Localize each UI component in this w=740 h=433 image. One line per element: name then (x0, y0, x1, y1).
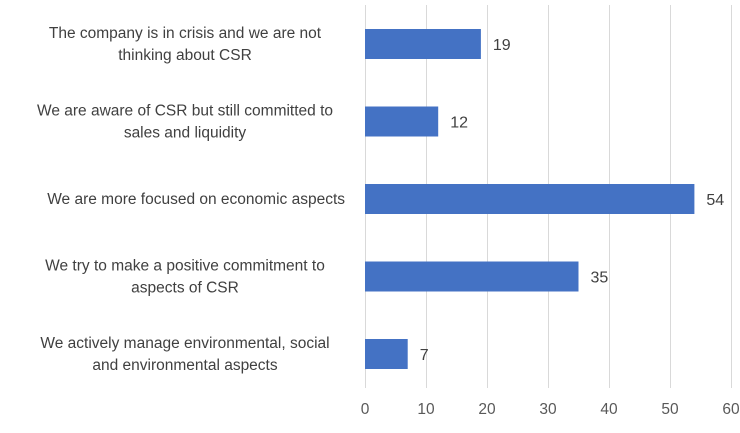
x-tick-label-20: 20 (478, 401, 496, 418)
bar-1 (365, 29, 481, 59)
category-label-2: We are aware of CSR but still committed … (37, 103, 333, 142)
data-label-4: 35 (591, 270, 609, 287)
data-label-5: 7 (420, 347, 429, 364)
category-label-2-line-2: sales and liquidity (124, 125, 247, 142)
category-label-1: The company is in crisis and we are not t… (49, 25, 322, 64)
x-tick-label-10: 10 (417, 401, 435, 418)
data-labels: 19 12 54 35 7 (420, 37, 725, 364)
x-tick-label-30: 30 (539, 401, 557, 418)
category-label-3-line-1: We are more focused on economic aspects (47, 191, 345, 208)
category-label-4-line-2: aspects of CSR (131, 280, 239, 297)
data-label-2: 12 (450, 115, 468, 132)
x-axis-tick-labels: 0 10 20 30 40 50 60 (361, 401, 740, 418)
category-label-5-line-1: We actively manage environmental, social (40, 335, 329, 352)
category-label-5-line-2: and environmental aspects (92, 357, 278, 374)
x-tick-label-40: 40 (600, 401, 618, 418)
category-label-4-line-1: We try to make a positive commitment to (45, 258, 325, 275)
category-label-2-line-1: We are aware of CSR but still committed … (37, 103, 333, 120)
bar-2 (365, 106, 439, 137)
category-labels: The company is in crisis and we are not t… (37, 25, 345, 374)
data-label-3: 54 (706, 192, 724, 209)
category-label-4: We try to make a positive commitment to a… (45, 258, 325, 297)
bars (365, 29, 695, 369)
bar-5 (365, 339, 408, 369)
bar-3 (365, 184, 695, 214)
data-label-1: 19 (493, 37, 511, 54)
bar-4 (365, 261, 579, 292)
x-tick-label-60: 60 (722, 401, 740, 418)
category-label-3: We are more focused on economic aspects (47, 191, 345, 208)
x-tick-label-50: 50 (661, 401, 679, 418)
x-tick-label-0: 0 (361, 401, 370, 418)
category-label-1-line-2: thinking about CSR (118, 47, 252, 64)
category-label-5: We actively manage environmental, social… (40, 335, 329, 374)
category-label-1-line-1: The company is in crisis and we are not (49, 25, 322, 42)
